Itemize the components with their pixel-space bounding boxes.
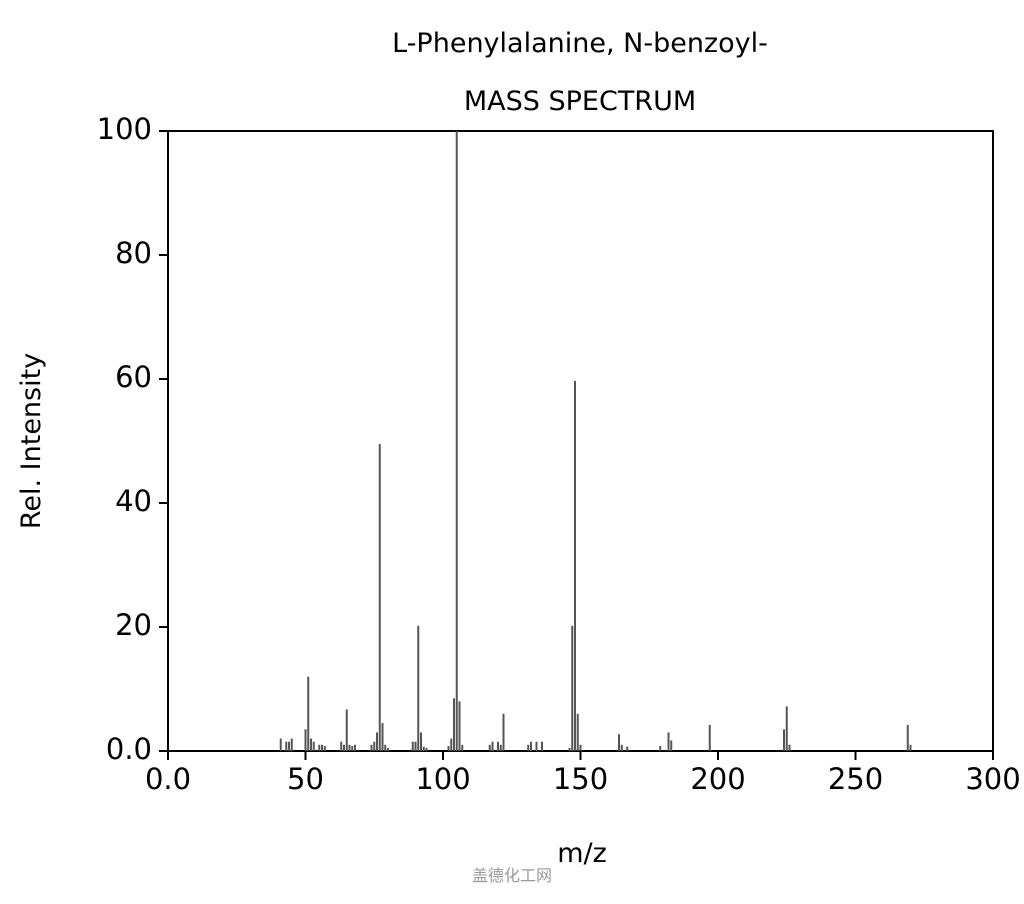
chart-subtitle: MASS SPECTRUM xyxy=(464,86,696,117)
y-axis-label: Rel. Intensity xyxy=(16,353,47,529)
plot-frame xyxy=(167,130,994,752)
x-tick-label: 200 xyxy=(690,762,745,796)
x-tick-label: 0.0 xyxy=(145,762,191,796)
y-tick-label: 100 xyxy=(97,112,152,146)
y-tick-label: 60 xyxy=(115,360,152,394)
x-tick-label: 150 xyxy=(553,762,608,796)
x-tick-label: 50 xyxy=(287,762,324,796)
chart-title: L-Phenylalanine, N-benzoyl- xyxy=(392,28,768,59)
x-tick-label: 100 xyxy=(415,762,470,796)
watermark: 盖德化工网 xyxy=(472,866,552,885)
x-tick-label: 250 xyxy=(828,762,883,796)
x-tick-label: 300 xyxy=(965,762,1020,796)
y-tick-label: 20 xyxy=(115,608,152,642)
y-tick-label: 40 xyxy=(115,484,152,518)
x-axis-label: m/z xyxy=(557,838,607,869)
y-tick-label: 80 xyxy=(115,236,152,270)
y-tick-label: 0.0 xyxy=(106,732,152,766)
